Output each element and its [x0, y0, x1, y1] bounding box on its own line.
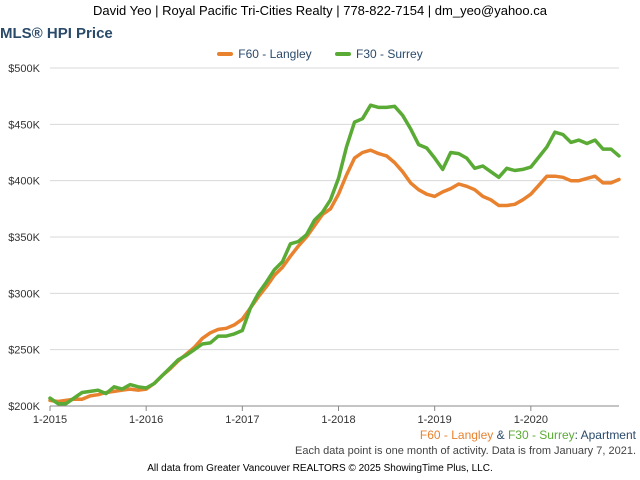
y-tick-label: $500K: [8, 63, 40, 75]
y-tick-label: $250K: [8, 345, 40, 357]
legend-swatch-surrey: [335, 52, 352, 56]
x-tick-label: 1-2020: [514, 414, 548, 426]
x-tick-label: 1-2018: [321, 414, 355, 426]
contact-header: David Yeo | Royal Pacific Tri-Cities Rea…: [0, 0, 640, 22]
y-tick-label: $450K: [8, 119, 40, 131]
x-tick-label: 1-2016: [129, 414, 163, 426]
legend-label-langley: F60 - Langley: [238, 47, 312, 61]
data-note: Each data point is one month of activity…: [295, 445, 636, 457]
y-tick-label: $200K: [8, 401, 40, 413]
y-tick-label: $400K: [8, 176, 40, 188]
y-tick-label: $350K: [8, 232, 40, 244]
subtitle-ampersand: &: [493, 428, 508, 442]
x-tick-label: 1-2015: [33, 414, 67, 426]
series-line-f30-surrey: [48, 103, 621, 406]
subtitle-series-langley: F60 - Langley: [419, 428, 494, 442]
chart-legend: F60 - Langley F30 - Surrey: [0, 45, 640, 61]
subtitle-property-type: : Apartment: [574, 428, 636, 442]
copyright-footer: All data from Greater Vancouver REALTORS…: [147, 463, 493, 474]
x-tick-label: 1-2019: [418, 414, 452, 426]
y-tick-label: $300K: [8, 288, 40, 300]
subtitle-series-surrey: F30 - Surrey: [507, 428, 575, 442]
legend-item-langley[interactable]: F60 - Langley: [217, 47, 312, 61]
legend-label-surrey: F30 - Surrey: [356, 47, 423, 61]
chart-subtitle: F60 - Langley & F30 - Surrey: Apartment: [420, 428, 636, 442]
x-tick-label: 1-2017: [225, 414, 259, 426]
legend-swatch-langley: [217, 52, 234, 56]
chart-title: MLS® HPI Price: [0, 25, 113, 42]
legend-item-surrey[interactable]: F30 - Surrey: [335, 47, 423, 61]
